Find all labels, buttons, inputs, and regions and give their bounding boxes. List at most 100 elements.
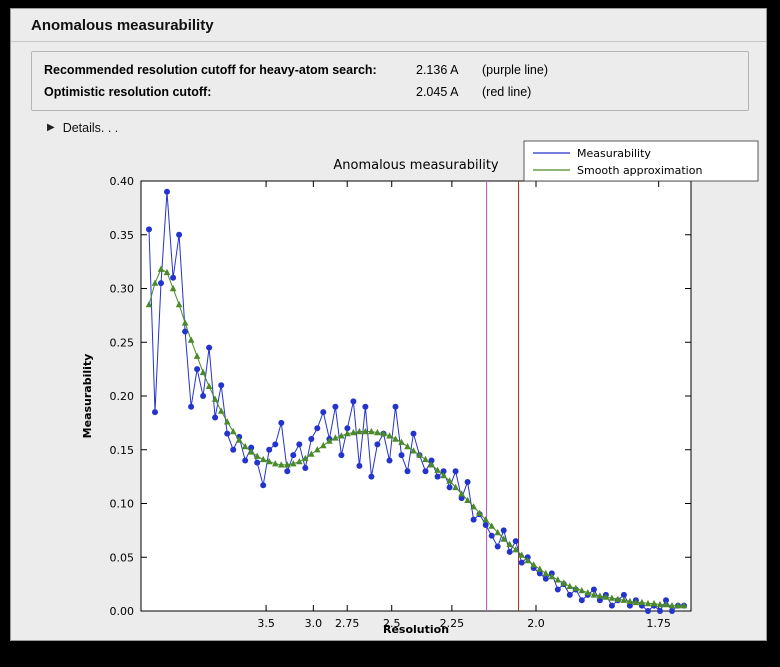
marker-circle bbox=[506, 548, 513, 555]
marker-triangle bbox=[620, 596, 628, 603]
details-disclosure[interactable]: ▶ Details. . . bbox=[47, 121, 157, 135]
y-tick-label: 0.05 bbox=[110, 551, 135, 564]
marker-circle bbox=[374, 441, 381, 448]
y-tick-label: 0.15 bbox=[110, 444, 135, 457]
marker-circle bbox=[578, 597, 585, 604]
marker-circle bbox=[230, 446, 237, 453]
marker-triangle bbox=[344, 430, 351, 437]
marker-triangle bbox=[578, 587, 586, 594]
marker-triangle bbox=[356, 427, 363, 435]
marker-triangle bbox=[596, 592, 604, 599]
marker-triangle bbox=[446, 477, 453, 484]
marker-circle bbox=[626, 602, 633, 609]
x-tick-label: 3.0 bbox=[305, 617, 323, 630]
x-tick-label: 2.25 bbox=[440, 617, 465, 630]
marker-triangle bbox=[253, 452, 261, 459]
marker-circle bbox=[398, 452, 405, 459]
marker-circle bbox=[284, 468, 291, 475]
marker-triangle bbox=[440, 471, 447, 479]
marker-circle bbox=[392, 403, 399, 410]
marker-triangle bbox=[229, 427, 237, 435]
marker-circle bbox=[350, 398, 357, 405]
marker-triangle bbox=[506, 540, 513, 548]
marker-circle bbox=[458, 495, 465, 502]
marker-circle bbox=[645, 608, 651, 614]
marker-triangle bbox=[500, 535, 507, 542]
marker-triangle bbox=[320, 441, 327, 449]
marker-triangle bbox=[656, 600, 664, 608]
marker-circle bbox=[206, 344, 213, 351]
optimistic-cutoff-label: Optimistic resolution cutoff: bbox=[44, 85, 212, 99]
marker-triangle bbox=[241, 442, 249, 450]
marker-circle bbox=[500, 527, 507, 534]
legend-entry-label: Smooth approximation bbox=[577, 164, 702, 177]
marker-triangle bbox=[452, 483, 459, 491]
marker-circle bbox=[356, 462, 363, 469]
marker-triangle bbox=[145, 301, 153, 308]
recommended-cutoff-note: (purple line) bbox=[482, 63, 549, 77]
optimistic-cutoff-value: 2.045 A bbox=[416, 85, 459, 99]
marker-triangle bbox=[470, 503, 477, 510]
marker-triangle bbox=[380, 430, 387, 437]
marker-circle bbox=[440, 468, 447, 475]
x-tick-label: 2.75 bbox=[335, 617, 360, 630]
marker-triangle bbox=[181, 319, 189, 326]
marker-triangle bbox=[398, 438, 405, 445]
marker-triangle bbox=[302, 454, 309, 462]
marker-circle bbox=[410, 430, 417, 437]
marker-triangle bbox=[638, 598, 646, 606]
marker-triangle bbox=[602, 593, 610, 600]
marker-triangle bbox=[217, 407, 225, 414]
marker-circle bbox=[248, 444, 255, 451]
marker-triangle bbox=[560, 579, 568, 586]
marker-circle bbox=[344, 425, 351, 432]
marker-circle bbox=[188, 403, 195, 410]
marker-circle bbox=[368, 473, 375, 480]
y-axis-label: Measurability bbox=[81, 354, 94, 439]
marker-circle bbox=[608, 602, 615, 609]
marker-triangle bbox=[422, 455, 429, 463]
recommended-cutoff-value: 2.136 A bbox=[416, 63, 459, 77]
marker-triangle bbox=[512, 546, 519, 553]
marker-triangle bbox=[428, 461, 435, 468]
marker-triangle bbox=[193, 352, 201, 359]
marker-circle bbox=[242, 457, 249, 464]
details-label: Details. . . bbox=[62, 121, 119, 135]
marker-circle bbox=[218, 382, 225, 389]
marker-circle bbox=[488, 532, 495, 539]
marker-triangle bbox=[674, 602, 682, 609]
marker-circle bbox=[164, 188, 170, 195]
marker-circle bbox=[266, 446, 273, 453]
marker-triangle bbox=[386, 432, 393, 439]
y-tick-label: 0.10 bbox=[110, 498, 135, 511]
plot-area bbox=[140, 180, 692, 612]
optimistic-cutoff-row: Optimistic resolution cutoff: 2.045 A (r… bbox=[44, 81, 736, 103]
marker-circle bbox=[566, 591, 573, 598]
y-tick-label: 0.40 bbox=[110, 175, 135, 188]
marker-triangle bbox=[199, 368, 207, 376]
marker-circle bbox=[620, 591, 627, 598]
marker-circle bbox=[302, 465, 309, 471]
marker-circle bbox=[278, 419, 285, 426]
y-tick-label: 0.35 bbox=[110, 229, 135, 242]
marker-triangle bbox=[488, 522, 495, 529]
marker-circle bbox=[422, 468, 429, 475]
marker-circle bbox=[494, 543, 501, 550]
marker-triangle bbox=[223, 418, 231, 425]
marker-circle bbox=[434, 473, 441, 480]
marker-circle bbox=[663, 597, 669, 604]
x-tick-label: 2.0 bbox=[527, 617, 545, 630]
anomalous-measurability-window: Anomalous measurability Recommended reso… bbox=[10, 8, 767, 641]
marker-circle bbox=[182, 328, 189, 335]
marker-triangle bbox=[235, 436, 243, 443]
x-tick-label: 2.5 bbox=[383, 617, 401, 630]
marker-triangle bbox=[548, 573, 556, 580]
marker-circle bbox=[452, 468, 459, 475]
marker-triangle bbox=[314, 446, 321, 453]
marker-triangle bbox=[368, 427, 375, 435]
marker-circle bbox=[590, 586, 597, 593]
optimistic-cutoff-note: (red line) bbox=[482, 85, 532, 99]
marker-circle bbox=[176, 231, 183, 238]
y-tick-label: 0.30 bbox=[110, 283, 135, 296]
marker-circle bbox=[320, 409, 327, 416]
